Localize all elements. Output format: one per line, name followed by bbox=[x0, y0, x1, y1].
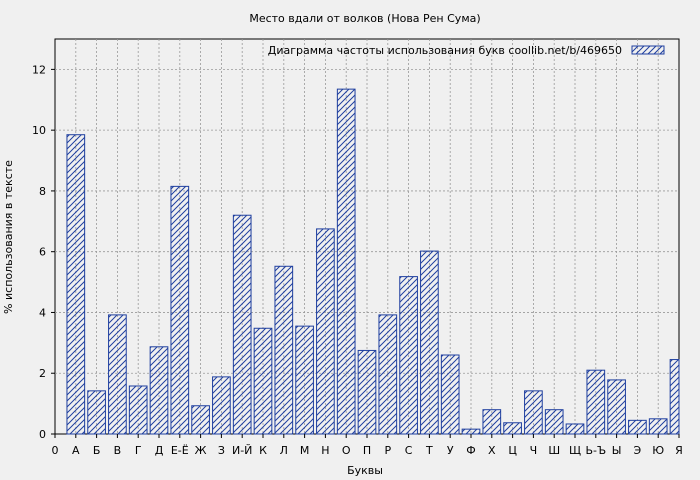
x-axis-ticks: 0 А Б В Г Д Е-Ё Ж З И-Й К Л М Н О П Р С Т У Ф Х Ц Ч Ш Щ Ь-Ъ Ы Э Ю Я bbox=[52, 434, 683, 457]
bar-Ь-Ъ bbox=[586, 369, 606, 435]
bar-Л bbox=[274, 265, 294, 435]
x-tick-label: Т bbox=[425, 444, 433, 457]
x-tick-label: И-Й bbox=[232, 444, 252, 457]
x-tick-label: Ц bbox=[508, 444, 517, 457]
y-tick-label: 6 bbox=[39, 246, 46, 259]
x-tick-label: У bbox=[447, 444, 454, 457]
x-tick-label: К bbox=[259, 444, 267, 457]
x-tick-label: А bbox=[72, 444, 80, 457]
legend: Диаграмма частоты использования букв coo… bbox=[268, 44, 665, 57]
x-tick-label: С bbox=[405, 444, 413, 457]
x-tick-label: Ч bbox=[530, 444, 538, 457]
x-axis-label: Буквы bbox=[347, 464, 383, 477]
x-tick-label: Р bbox=[384, 444, 391, 457]
y-tick-label: 0 bbox=[39, 428, 46, 441]
x-tick-label: 0 bbox=[52, 444, 59, 457]
bar-Г bbox=[128, 385, 148, 435]
bar-М bbox=[295, 325, 314, 435]
x-tick-label: Ы bbox=[612, 444, 622, 457]
bar-З bbox=[212, 376, 231, 435]
bar-Н bbox=[316, 228, 335, 435]
y-axis-ticks: 0 2 4 6 8 10 12 bbox=[32, 63, 55, 441]
legend-swatch bbox=[631, 45, 665, 55]
bar-Ц bbox=[503, 422, 522, 435]
x-tick-label: В bbox=[114, 444, 122, 457]
bar-Т bbox=[420, 250, 439, 435]
bar-Е-Ё bbox=[170, 185, 190, 435]
bar-Ю bbox=[648, 418, 668, 435]
bar-Э bbox=[628, 419, 647, 435]
y-tick-label: 8 bbox=[39, 185, 46, 198]
bar-О bbox=[336, 88, 356, 435]
x-tick-label: П bbox=[363, 444, 371, 457]
x-tick-label: Ж bbox=[195, 444, 207, 457]
x-tick-label: Л bbox=[280, 444, 288, 457]
x-tick-label: О bbox=[342, 444, 351, 457]
x-tick-label: Ю bbox=[652, 444, 664, 457]
y-tick-label: 10 bbox=[32, 124, 46, 137]
x-tick-label: М bbox=[300, 444, 310, 457]
bar-Х bbox=[482, 409, 502, 435]
chart-title: Место вдали от волков (Нова Рен Сума) bbox=[249, 12, 480, 25]
legend-label: Диаграмма частоты использования букв coo… bbox=[268, 44, 622, 57]
bar-Щ bbox=[565, 423, 585, 435]
x-tick-label: Д bbox=[155, 444, 164, 457]
y-axis-label: % использования в тексте bbox=[2, 160, 15, 314]
x-tick-label: Ь-Ъ bbox=[585, 444, 606, 457]
bar-Д bbox=[149, 346, 169, 435]
bar-Б bbox=[87, 390, 106, 435]
x-tick-label: Щ bbox=[569, 444, 581, 457]
bar-И-Й bbox=[232, 214, 252, 435]
x-tick-label: Ф bbox=[466, 444, 475, 457]
y-tick-label: 12 bbox=[32, 63, 46, 76]
bar-А bbox=[66, 134, 86, 435]
bar-Ф bbox=[461, 428, 481, 435]
y-tick-label: 2 bbox=[39, 367, 46, 380]
x-tick-label: Э bbox=[634, 444, 642, 457]
bar-Ш bbox=[544, 409, 564, 435]
bar-С bbox=[399, 276, 418, 435]
x-tick-label: Е-Ё bbox=[171, 444, 189, 457]
x-tick-label: Н bbox=[321, 444, 329, 457]
bar-У bbox=[440, 354, 460, 435]
bar-К bbox=[253, 327, 273, 435]
x-tick-label: Г bbox=[135, 444, 142, 457]
x-tick-label: Х bbox=[488, 444, 496, 457]
bar-Ж bbox=[191, 405, 210, 435]
bar-П bbox=[357, 349, 377, 435]
bar-Ы bbox=[607, 379, 626, 435]
bar-Ч bbox=[524, 390, 543, 435]
bar-В bbox=[108, 314, 127, 435]
x-tick-label: Ш bbox=[548, 444, 560, 457]
bar-Р bbox=[378, 314, 398, 435]
x-tick-label: Я bbox=[675, 444, 683, 457]
x-tick-label: З bbox=[218, 444, 225, 457]
x-tick-label: Б bbox=[93, 444, 101, 457]
bar-Я bbox=[669, 359, 680, 435]
y-tick-label: 4 bbox=[39, 306, 46, 319]
